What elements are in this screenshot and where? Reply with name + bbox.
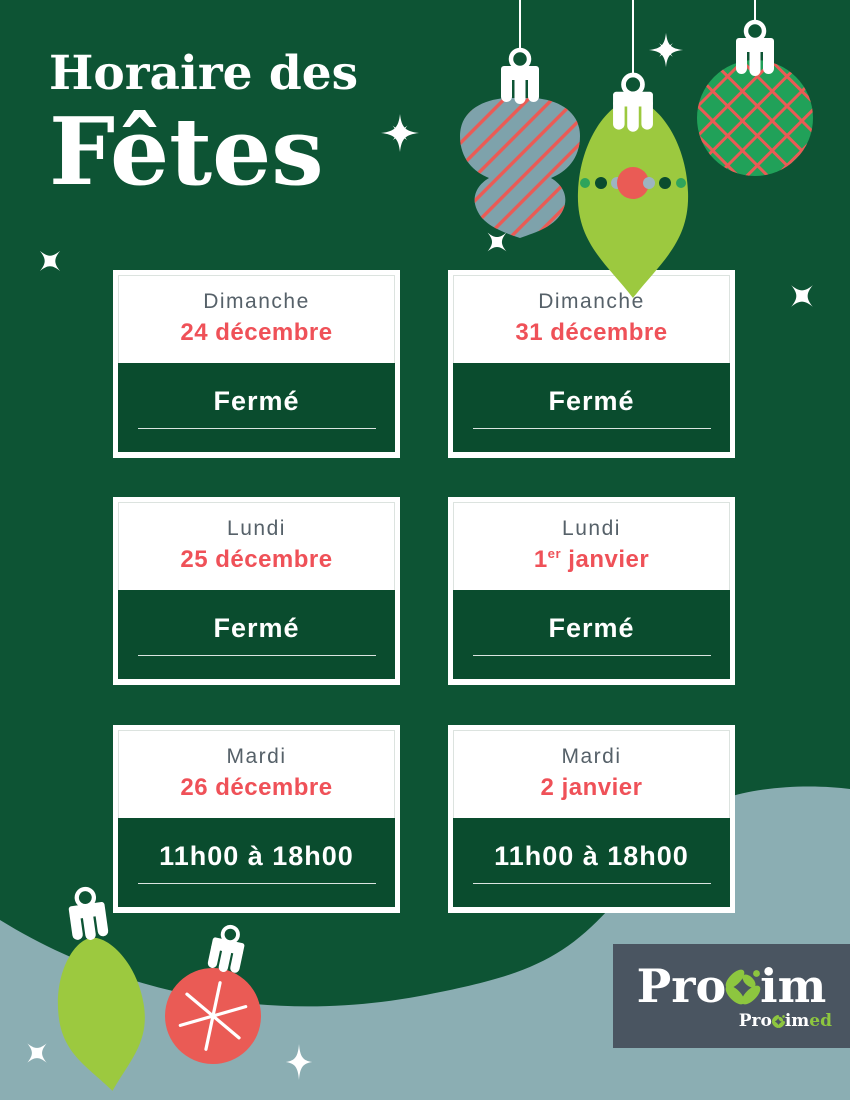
card-date: 1er janvier [533,546,650,573]
card-day: Lundi [562,517,621,540]
card-header: Dimanche 31 décembre [448,270,735,363]
card-date: 31 décembre [515,319,668,346]
logo-sub-im: im [784,1011,810,1031]
card-day: Lundi [227,517,286,540]
logo-text-pro: Pro [636,959,727,1013]
proxim-wordmark: Pro im [637,963,827,1009]
card-hours-panel: Fermé [453,590,730,679]
schedule-card: Lundi 25 décembre Fermé [113,497,400,685]
card-hours-panel: Fermé [453,363,730,452]
card-hours: 11h00 à 18h00 [159,841,354,871]
schedule-card: Dimanche 31 décembre Fermé [448,270,735,458]
card-header: Mardi 26 décembre [113,725,400,818]
card-hours-panel: Fermé [118,590,395,679]
card-day: Mardi [561,745,622,768]
card-header: Lundi 1er janvier [448,497,735,590]
logo-sub-pro: Pro [738,1011,772,1031]
card-hours: Fermé [213,613,300,643]
proxim-x-leaf-icon [725,969,761,1005]
card-date: 26 décembre [180,774,333,801]
logo-sub-ed: ed [809,1011,832,1031]
card-hours: 11h00 à 18h00 [494,841,689,871]
proximed-x-leaf-icon [771,1014,785,1029]
card-date: 2 janvier [540,774,643,801]
logo-text-im: im [760,959,827,1013]
schedule-card: Dimanche 24 décembre Fermé [113,270,400,458]
card-date: 25 décembre [180,546,333,573]
proximed-wordmark: Pro im ed [739,1011,832,1031]
card-hours-panel: Fermé [118,363,395,452]
page-title-line1: Horaire des [49,46,359,101]
schedule-card: Mardi 2 janvier 11h00 à 18h00 [448,725,735,913]
card-day: Dimanche [203,290,310,313]
card-underline [137,883,376,884]
card-header: Lundi 25 décembre [113,497,400,590]
schedule-card: Mardi 26 décembre 11h00 à 18h00 [113,725,400,913]
card-hours: Fermé [548,386,635,416]
page-title: Horaire des Fêtes [49,46,359,206]
card-hours: Fermé [548,613,635,643]
card-underline [472,883,711,884]
card-date: 24 décembre [180,319,333,346]
card-hours-panel: 11h00 à 18h00 [453,818,730,907]
page-title-line2: Fêtes [49,97,324,206]
card-day: Dimanche [538,290,645,313]
card-header: Dimanche 24 décembre [113,270,400,363]
card-underline [472,428,711,429]
card-underline [137,428,376,429]
card-underline [472,655,711,656]
card-hours-panel: 11h00 à 18h00 [118,818,395,907]
card-header: Mardi 2 janvier [448,725,735,818]
schedule-card: Lundi 1er janvier Fermé [448,497,735,685]
card-day: Mardi [226,745,287,768]
card-underline [137,655,376,656]
proxim-logo: Pro im Pro [613,944,850,1048]
card-hours: Fermé [213,386,300,416]
